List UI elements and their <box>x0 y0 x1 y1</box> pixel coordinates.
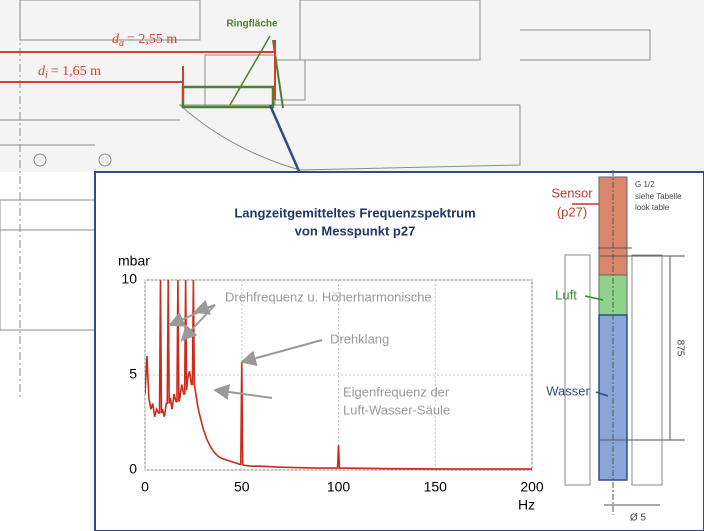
sensor-label: (p27) <box>557 204 587 219</box>
thread-label: G 1/2 <box>635 180 655 189</box>
x-tick-label: 100 <box>327 479 351 495</box>
x-axis-label: Hz <box>518 497 535 513</box>
x-tick-label: 200 <box>520 479 544 495</box>
y-axis-label: mbar <box>118 253 150 269</box>
length-label: 875 <box>674 340 685 357</box>
thread-label: look table <box>635 203 670 212</box>
x-tick-label: 50 <box>234 479 250 495</box>
annotation: Luft-Wasser-Säule <box>343 402 450 417</box>
ring-label: Ringfläche <box>226 19 278 30</box>
value: = 1,65 m <box>51 64 101 79</box>
index: a <box>119 38 124 49</box>
annotation: Drehklang <box>330 331 389 346</box>
index: i <box>45 70 48 81</box>
y-tick-label: 5 <box>129 366 137 382</box>
chart-title: Langzeitgemitteltes Frequenzspektrum <box>234 205 475 220</box>
sensor-label: Sensor <box>551 185 593 200</box>
water-label: Wasser <box>546 383 590 398</box>
annotation: Drehfrequenz u. Höherharmonische <box>225 289 432 304</box>
page: Ringfläche da= 2,55 m di= 1,65 m Langzei… <box>0 0 704 531</box>
diameter-label: Ø 5 <box>630 513 647 524</box>
x-tick-label: 150 <box>424 479 448 495</box>
annotation: Eigenfrequenz der <box>343 384 450 399</box>
y-tick-label: 0 <box>129 461 137 477</box>
y-tick-label: 10 <box>121 271 137 287</box>
air-label: Luft <box>555 287 577 302</box>
chart-title: von Messpunkt p27 <box>295 223 416 238</box>
x-tick-label: 0 <box>141 479 149 495</box>
thread-label: siehe Tabelle <box>635 192 682 201</box>
value: = 2,55 m <box>127 32 177 47</box>
